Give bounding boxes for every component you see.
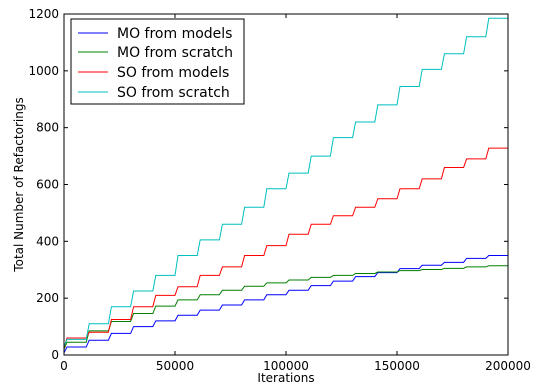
legend: MO from models MO from scratch SO from m…: [70, 18, 245, 105]
series-line-mo-from-models: [63, 255, 508, 353]
legend-entry-mo-from-models: MO from models: [78, 26, 232, 42]
ticks-layer: 0 50000 100000 150000 200000 0 200 400 600 800 100…: [28, 7, 530, 373]
y-tick-label: 1200: [28, 7, 59, 21]
x-tick-label: 0: [60, 359, 68, 373]
y-tick-label: 400: [36, 234, 59, 248]
legend-entry-mo-from-scratch: MO from scratch: [78, 45, 233, 61]
legend-label: MO from scratch: [117, 45, 233, 61]
y-tick-label: 1000: [28, 64, 59, 78]
series-layer: [63, 17, 508, 353]
legend-entry-so-from-scratch: SO from scratch: [78, 85, 230, 101]
legend-label: MO from models: [117, 26, 232, 42]
y-tick-label: 800: [36, 121, 59, 135]
legend-entry-so-from-models: SO from models: [78, 65, 229, 81]
x-tick-label: 50000: [156, 359, 194, 373]
y-tick-label: 0: [51, 348, 59, 362]
legend-label: SO from scratch: [117, 85, 230, 101]
y-tick-label: 600: [36, 178, 59, 192]
x-tick-label: 100000: [263, 359, 309, 373]
x-tick-label: 200000: [485, 359, 531, 373]
y-axis-label: Total Number of Refactorings: [12, 97, 26, 272]
y-tick-label: 200: [36, 291, 59, 305]
series-line-mo-from-scratch: [63, 265, 508, 350]
series-line-so-from-models: [63, 147, 508, 349]
x-axis-label: Iterations: [257, 371, 314, 385]
x-tick-label: 150000: [374, 359, 420, 373]
legend-label: SO from models: [117, 65, 229, 81]
series-line-so-from-scratch: [63, 17, 508, 347]
